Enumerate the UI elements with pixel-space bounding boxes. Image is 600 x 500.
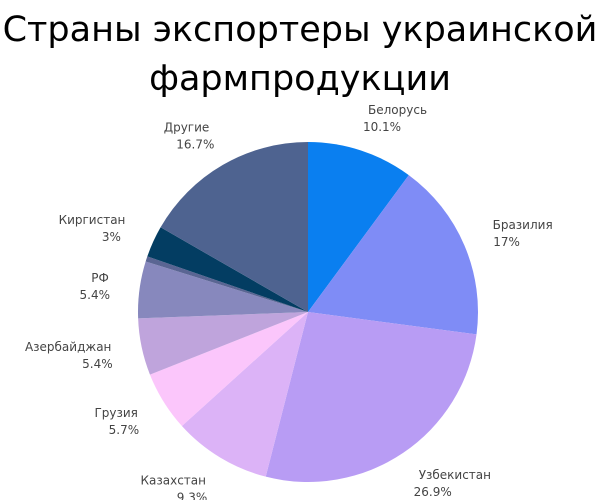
value-kazakhstan: 9.3% — [177, 491, 208, 500]
slice-kyrgyzstan — [147, 227, 308, 312]
slice-slice-7 — [145, 256, 308, 312]
slice-kazakhstan — [181, 312, 308, 477]
slice-others — [160, 142, 308, 312]
value-uzbekistan: 26.9% — [414, 485, 452, 499]
slice-georgia — [149, 312, 308, 427]
label-uzbekistan: Узбекистан — [419, 468, 491, 482]
label-azerbaijan: Азербайджан — [25, 340, 111, 354]
pie-slices — [137, 142, 478, 483]
chart-title: Страны экспортеры украинской фармпродукц… — [2, 10, 598, 99]
value-georgia: 5.7% — [109, 423, 140, 437]
value-belarus: 10.1% — [363, 120, 401, 134]
value-others: 16.7% — [176, 138, 214, 152]
label-brazil: Бразилия — [493, 218, 553, 232]
value-kyrgyzstan: 3% — [102, 230, 121, 244]
label-russia: РФ — [91, 271, 109, 285]
value-azerbaijan: 5.4% — [82, 357, 113, 371]
slice-brazil — [308, 175, 478, 335]
pie-labels: Белорусь 10.1% Бразилия 17% Узбекистан 26.9% К… — [25, 103, 553, 500]
value-russia: 5.4% — [80, 288, 111, 302]
label-kyrgyzstan: Киргистан — [59, 213, 126, 227]
slice-russia — [137, 261, 308, 319]
slice-azerbaijan — [138, 312, 308, 375]
slice-uzbekistan — [265, 312, 477, 483]
slice-belarus — [308, 142, 409, 312]
label-georgia: Грузия — [94, 406, 137, 420]
label-kazakhstan: Казахстан — [141, 474, 207, 488]
label-others: Другие — [164, 121, 210, 135]
value-brazil: 17% — [493, 235, 520, 249]
label-belarus: Белорусь — [368, 103, 427, 117]
